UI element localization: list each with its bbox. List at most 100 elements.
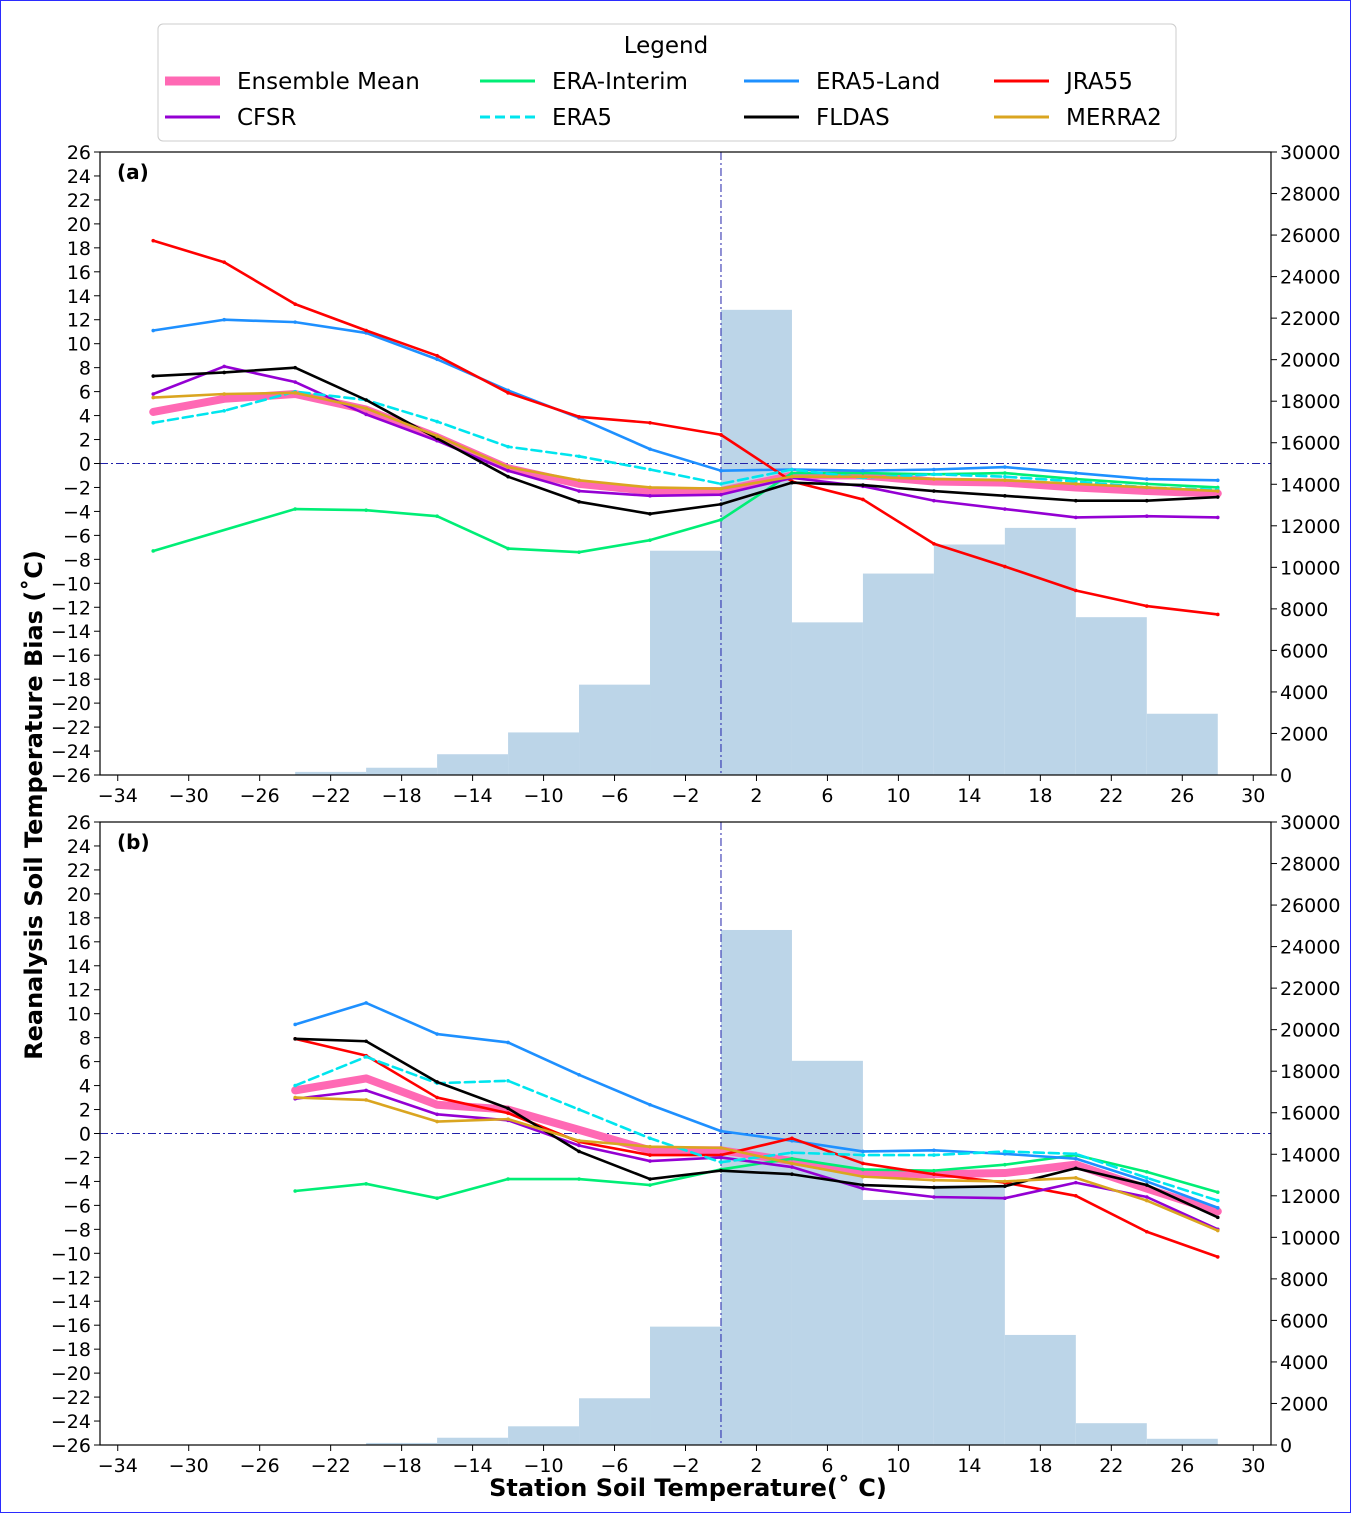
y-tick-label: −6 [63, 525, 91, 547]
histogram-bar [508, 732, 579, 775]
series-point-jra55 [861, 1162, 865, 1166]
series-point-jra55 [1216, 1255, 1220, 1259]
series-point-cfsr [435, 1113, 439, 1117]
series-point-merra2 [293, 1096, 297, 1100]
series-point-cfsr [790, 1165, 794, 1169]
series-point-era-interim [293, 1189, 297, 1193]
histogram-bar [1147, 714, 1218, 775]
series-point-merra2 [293, 391, 297, 395]
series-point-era-interim [861, 1168, 865, 1172]
y-tick-label: 4 [79, 1076, 91, 1098]
series-point-jra55 [1145, 604, 1149, 608]
x-tick-label: 30 [1241, 1455, 1265, 1477]
series-point-cfsr [648, 1159, 652, 1163]
y-tick-label: 14 [67, 286, 91, 308]
histogram-bar [721, 310, 792, 775]
series-point-merra2 [1145, 1199, 1149, 1203]
series-point-era5 [1003, 475, 1007, 479]
y-tick-label: 10 [67, 334, 91, 356]
series-point-merra2 [222, 392, 226, 396]
series-point-era5-land [293, 1023, 297, 1027]
x-tick-label: −30 [169, 1455, 209, 1477]
series-point-fldas [577, 1150, 581, 1154]
series-point-jra55 [648, 421, 652, 425]
series-point-merra2 [1074, 482, 1078, 486]
series-point-merra2 [719, 487, 723, 491]
y2-tick-label: 14000 [1280, 1144, 1340, 1166]
series-point-jra55 [1074, 1194, 1078, 1198]
series-point-era-interim [435, 514, 439, 518]
histogram-bar [1076, 1423, 1147, 1445]
series-point-era5-land [1216, 478, 1220, 482]
x-tick-label: 14 [957, 1455, 981, 1477]
series-point-era5-land [1074, 1157, 1078, 1161]
series-point-era-interim [1003, 1163, 1007, 1167]
series-point-cfsr [719, 1156, 723, 1160]
series-point-era-interim [435, 1196, 439, 1200]
y-tick-label: −24 [51, 741, 91, 763]
y-tick-label: 12 [67, 310, 91, 332]
y2-tick-label: 2000 [1280, 1393, 1328, 1415]
y-tick-label: 8 [79, 358, 91, 380]
histogram-bar [1005, 528, 1076, 775]
series-point-era-interim [1216, 1190, 1220, 1194]
x-tick-label: 2 [750, 785, 762, 807]
series-point-merra2 [506, 1117, 510, 1121]
series-point-era5-land [1074, 471, 1078, 475]
series-point-jra55 [506, 1111, 510, 1115]
y-tick-label: 12 [67, 980, 91, 1002]
series-point-jra55 [932, 542, 936, 546]
y-tick-label: 20 [67, 214, 91, 236]
x-tick-label: 26 [1170, 1455, 1194, 1477]
series-point-fldas [1003, 1184, 1007, 1188]
series-point-era5 [577, 455, 581, 459]
legend-label-ensemble-mean: Ensemble Mean [237, 69, 420, 95]
histogram-bar [579, 685, 650, 775]
x-tick-label: −2 [671, 785, 699, 807]
series-point-fldas [648, 1177, 652, 1181]
y-tick-label: −20 [51, 693, 91, 715]
series-point-era5 [648, 468, 652, 472]
series-point-fldas [364, 1039, 368, 1043]
series-point-era5-land [719, 469, 723, 473]
series-point-cfsr [719, 493, 723, 497]
y2-tick-label: 20000 [1280, 350, 1340, 372]
y2-tick-label: 30000 [1280, 142, 1340, 164]
series-point-era-interim [293, 507, 297, 511]
histogram-bar [1147, 1439, 1218, 1445]
y2-tick-label: 12000 [1280, 1186, 1340, 1208]
histogram-bar [863, 574, 934, 775]
legend-label-era-interim: ERA-Interim [552, 69, 688, 95]
series-point-fldas [577, 500, 581, 504]
series-point-era-interim [577, 1177, 581, 1181]
histogram-bar [934, 544, 1005, 775]
x-tick-label: 10 [886, 785, 910, 807]
panel-label: (a) [117, 160, 149, 184]
y-tick-label: 10 [67, 1004, 91, 1026]
series-point-merra2 [1216, 489, 1220, 493]
series-point-fldas [506, 475, 510, 479]
y2-tick-label: 0 [1280, 1435, 1292, 1457]
series-point-cfsr [577, 1144, 581, 1148]
y-tick-label: 20 [67, 884, 91, 906]
series-point-era5-land [506, 1041, 510, 1045]
x-tick-label: −34 [98, 785, 138, 807]
y-tick-label: −4 [63, 501, 91, 523]
series-point-cfsr [1216, 516, 1220, 520]
series-point-era5-land [861, 1150, 865, 1154]
series-point-merra2 [861, 1175, 865, 1179]
series-point-era5-land [151, 329, 155, 333]
series-point-fldas [151, 374, 155, 378]
y-tick-label: −2 [63, 477, 91, 499]
series-point-fldas [1145, 1183, 1149, 1187]
x-tick-label: 14 [957, 785, 981, 807]
x-tick-label: 6 [821, 785, 833, 807]
series-point-cfsr [1003, 507, 1007, 511]
histogram-bar [650, 551, 721, 775]
y-tick-label: 0 [79, 1124, 91, 1146]
series-point-era-interim [577, 550, 581, 554]
series-point-jra55 [222, 260, 226, 264]
y-tick-label: 16 [67, 262, 91, 284]
series-point-era5 [577, 1108, 581, 1112]
panel-label: (b) [117, 830, 150, 854]
